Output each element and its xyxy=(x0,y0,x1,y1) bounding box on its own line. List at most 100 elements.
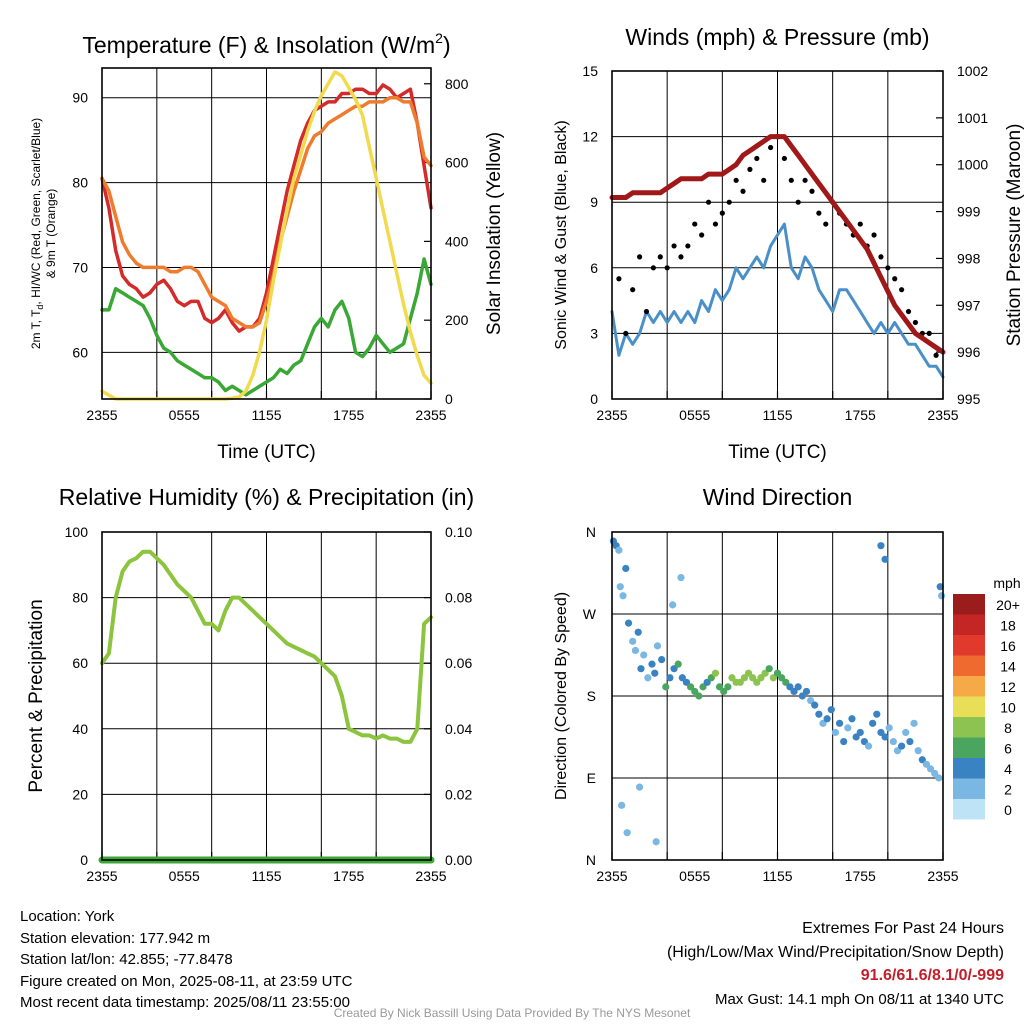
legend-label: 6 xyxy=(1004,741,1012,757)
location-text: Location: York xyxy=(20,908,115,925)
series-line xyxy=(100,83,433,333)
legend-swatch xyxy=(953,737,985,758)
direction-point xyxy=(637,665,645,673)
gust-point xyxy=(623,330,629,336)
direction-point xyxy=(786,683,794,691)
y-tick-label: 90 xyxy=(72,90,88,106)
y-tick-label: 60 xyxy=(72,344,88,360)
direction-point xyxy=(860,737,868,746)
direction-point xyxy=(631,646,640,655)
gust-point xyxy=(761,177,767,183)
extremes-values: 91.6/61.6/8.1/0/-999 xyxy=(860,967,1004,984)
direction-point xyxy=(885,724,893,732)
y-axis-label-left-2: & 9m T (Orange) xyxy=(44,189,58,279)
direction-point xyxy=(852,733,860,741)
y-tick-label-right: 200 xyxy=(445,312,469,328)
direction-point xyxy=(848,715,856,723)
gust-point xyxy=(899,287,905,293)
direction-point xyxy=(634,628,642,636)
gust-point xyxy=(685,243,691,249)
legend-label: 20+ xyxy=(996,597,1020,613)
direction-point xyxy=(877,728,885,737)
gust-point xyxy=(699,232,705,238)
x-axis-label: Time (UTC) xyxy=(728,442,827,463)
series-line xyxy=(100,95,433,329)
legend-label: 4 xyxy=(1004,761,1012,777)
recent-text: Most recent data timestamp: 2025/08/11 2… xyxy=(20,994,350,1011)
gust-point xyxy=(754,155,760,162)
direction-point xyxy=(765,665,773,673)
direction-point xyxy=(615,546,623,554)
direction-point xyxy=(840,737,848,746)
legend-swatch xyxy=(953,614,985,635)
x-tick-label: 2355 xyxy=(927,407,958,423)
gust-point xyxy=(747,166,753,172)
extremes-info: Extremes For Past 24 Hours (High/Low/Max… xyxy=(667,917,1004,1011)
humidity-line xyxy=(100,549,433,744)
direction-point xyxy=(893,747,902,755)
ylabel-subscript: d xyxy=(35,305,45,310)
gust-point xyxy=(630,287,636,293)
x-tick-label: 1155 xyxy=(762,407,792,423)
direction-point xyxy=(823,715,831,723)
y-tick-label-right: 995 xyxy=(957,391,981,407)
latlon-text: Station lat/lon: 42.855; -77.8478 xyxy=(20,951,233,968)
y-tick-label-right: 996 xyxy=(957,344,981,360)
direction-point xyxy=(687,683,695,691)
x-axis-label: Time (UTC) xyxy=(217,442,316,463)
direction-point xyxy=(622,564,630,573)
y-tick-label-right: 1001 xyxy=(957,110,988,126)
chart-title: Temperature (F) & Insolation (W/m2) xyxy=(82,30,450,58)
y-axis-label-left: Direction (Colored By Speed) xyxy=(553,592,570,800)
direction-point xyxy=(835,719,844,727)
y-tick-label-right: 600 xyxy=(445,155,469,171)
direction-point xyxy=(653,642,662,650)
gust-point xyxy=(650,265,656,271)
x-tick-label: 1155 xyxy=(251,407,281,423)
gust-point xyxy=(885,265,891,271)
y-tick-label-right: 400 xyxy=(445,233,469,249)
gust-point xyxy=(726,199,732,205)
direction-point xyxy=(724,683,732,691)
direction-point xyxy=(677,573,685,582)
legend-swatch xyxy=(953,635,985,656)
station-info: Location: York Station elevation: 177.94… xyxy=(20,906,352,1014)
gust-point xyxy=(636,254,643,260)
x-tick-label: 0555 xyxy=(169,407,200,423)
chart-title: Winds (mph) & Pressure (mb) xyxy=(625,24,929,50)
direction-point xyxy=(662,683,670,691)
gust-point xyxy=(857,221,863,227)
direction-point xyxy=(670,665,678,673)
direction-point xyxy=(753,678,761,686)
plot-border xyxy=(611,531,944,861)
y-axis-label-left: 2m T, Td, HI/WC (Red, Green, Scarlet/Blu… xyxy=(29,118,45,349)
speed-legend: mph 20+ 18 16 14 12 10 8 6 4 2 0 xyxy=(953,575,1021,820)
y-tick-label-right: 1000 xyxy=(957,157,988,173)
gust-point xyxy=(692,221,698,227)
y-tick-label: 9 xyxy=(590,194,598,210)
y-tick-label: 60 xyxy=(72,655,88,671)
direction-point xyxy=(773,669,782,677)
direction-point xyxy=(827,706,835,714)
direction-point xyxy=(761,669,769,677)
direction-point xyxy=(651,669,659,677)
y-tick-label-right: 0 xyxy=(445,391,453,407)
direction-point xyxy=(666,674,674,682)
y-tick-label-right: 997 xyxy=(957,297,981,313)
max-gust-text: Max Gust: 14.1 mph On 08/11 at 1340 UTC xyxy=(714,990,1004,1008)
y-tick-label: S xyxy=(587,688,596,704)
x-tick-label: 2355 xyxy=(596,868,627,884)
y-tick-label: W xyxy=(583,606,597,622)
ylabel-part: , HI/WC (Red, Green, Scarlet/Blue) xyxy=(29,118,43,305)
gust-point xyxy=(933,352,939,358)
gust-point xyxy=(871,232,877,238)
ylabel-part: 2m T, T xyxy=(29,309,43,349)
x-tick-label: 1755 xyxy=(845,868,876,884)
y-tick-label: 3 xyxy=(590,325,598,341)
legend-label: 14 xyxy=(1000,659,1016,675)
direction-point xyxy=(616,583,624,591)
pressure-line xyxy=(609,134,946,355)
legend-label: 2 xyxy=(1004,782,1012,798)
